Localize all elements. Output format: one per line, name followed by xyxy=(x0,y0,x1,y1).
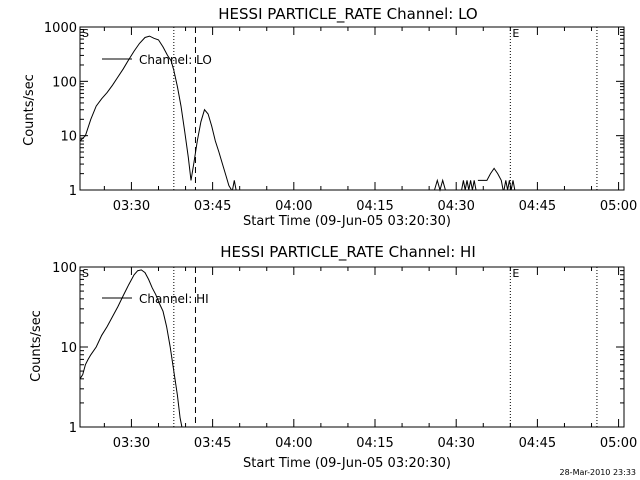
x-tick-label: 04:45 xyxy=(519,199,556,214)
y-axis-label: Counts/sec xyxy=(22,74,37,146)
y-tick-label: 100 xyxy=(52,261,77,276)
y-tick-label: 10 xyxy=(60,130,77,145)
chart-panel-hi: HESSI PARTICLE_RATE Channel: HI 1 10 100 03… xyxy=(29,243,637,471)
series-line xyxy=(434,178,446,192)
plot-frame xyxy=(79,266,625,428)
tick-layer: 1 10 100 1000 03:30 03:45 04:00 04:15 04:30 04:45… xyxy=(44,21,637,214)
marker-label: S xyxy=(82,267,89,280)
x-tick-label: 03:30 xyxy=(113,436,150,451)
y-tick-label: 10 xyxy=(60,341,77,356)
x-tick-label: 04:45 xyxy=(519,436,556,451)
chart-title: HESSI PARTICLE_RATE Channel: LO xyxy=(218,5,477,24)
legend: Channel: LO xyxy=(102,53,212,67)
y-tick-label: 100 xyxy=(52,75,77,90)
x-tick-label: 03:45 xyxy=(194,199,231,214)
series-line xyxy=(477,167,504,191)
x-tick-label: 05:00 xyxy=(600,436,637,451)
x-tick-label: 05:00 xyxy=(600,199,637,214)
marker-label: S xyxy=(82,27,89,40)
chart-panel-lo: HESSI PARTICLE_RATE Channel: LO 1 10 100 10… xyxy=(22,5,637,229)
tick-layer: 1 10 100 03:30 03:45 04:00 04:15 04:30 04:45 05:0… xyxy=(52,261,637,451)
series-line xyxy=(461,180,477,191)
x-tick-label: 04:00 xyxy=(275,436,312,451)
x-tick-label: 04:00 xyxy=(275,199,312,214)
footer-timestamp: 28-Mar-2010 23:33 xyxy=(560,468,637,477)
x-tick-label: 04:30 xyxy=(437,436,474,451)
marker-label: E xyxy=(512,267,519,280)
y-tick-label: 1 xyxy=(69,421,77,436)
chart-title: HESSI PARTICLE_RATE Channel: HI xyxy=(220,243,476,262)
y-tick-label: 1 xyxy=(69,184,77,199)
y-axis-label: Counts/sec xyxy=(29,310,44,382)
x-axis-label: Start Time (09-Jun-05 03:20:30) xyxy=(243,214,451,229)
data-layer xyxy=(79,269,183,428)
legend-label: Channel: LO xyxy=(139,53,212,67)
plot-frame xyxy=(79,26,625,191)
x-tick-label: 03:30 xyxy=(113,199,150,214)
series-line xyxy=(503,180,516,191)
series-line xyxy=(79,35,233,191)
series-line xyxy=(79,269,183,428)
x-tick-label: 04:15 xyxy=(356,199,393,214)
legend: Channel: HI xyxy=(102,292,209,306)
legend-label: Channel: HI xyxy=(139,292,209,306)
x-tick-label: 04:15 xyxy=(356,436,393,451)
y-tick-label: 1000 xyxy=(44,21,77,36)
marker-label: E xyxy=(512,27,519,40)
x-axis-label: Start Time (09-Jun-05 03:20:30) xyxy=(243,456,451,471)
x-tick-label: 04:30 xyxy=(437,199,474,214)
series-line xyxy=(232,180,237,191)
x-tick-label: 03:45 xyxy=(194,436,231,451)
